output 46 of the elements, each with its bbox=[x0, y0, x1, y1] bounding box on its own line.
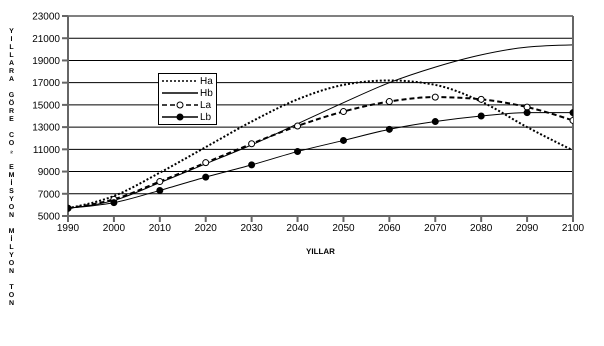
y-tick-label: 7000 bbox=[38, 189, 60, 200]
point bbox=[156, 186, 164, 194]
point bbox=[248, 140, 256, 148]
point bbox=[524, 104, 531, 111]
point bbox=[524, 109, 531, 116]
y-tick-label: 9000 bbox=[38, 167, 60, 178]
y-tick-label: 15000 bbox=[32, 100, 60, 112]
point bbox=[340, 136, 347, 144]
x-tick-label: 2030 bbox=[240, 223, 264, 234]
x-tick-label: 1990 bbox=[56, 223, 80, 234]
y-tick-label: 11000 bbox=[32, 144, 60, 156]
point bbox=[248, 161, 256, 168]
y-tick-label: 19000 bbox=[32, 56, 60, 67]
x-tick-label: 2010 bbox=[148, 223, 172, 234]
point bbox=[478, 96, 485, 103]
point bbox=[340, 108, 347, 116]
x-tick-label: 2040 bbox=[286, 223, 310, 234]
x-tick-label: 2060 bbox=[378, 223, 401, 234]
x-tick-label: 2050 bbox=[332, 223, 356, 234]
x-tick-label: 2070 bbox=[424, 223, 447, 234]
point bbox=[432, 94, 439, 101]
point bbox=[386, 126, 393, 133]
point bbox=[294, 122, 302, 130]
legend-label: Hb bbox=[200, 88, 213, 98]
y-tick-label: 21000 bbox=[32, 34, 60, 45]
point bbox=[110, 199, 118, 206]
x-tick-label: 2100 bbox=[562, 223, 585, 234]
y-tick-label: 23000 bbox=[32, 12, 60, 23]
point bbox=[294, 148, 302, 156]
point bbox=[156, 178, 164, 186]
legend-label: La bbox=[200, 100, 212, 110]
y-tick-label: 13000 bbox=[32, 122, 60, 134]
x-axis-title: YILLAR bbox=[306, 247, 336, 256]
x-tick-label: 2090 bbox=[516, 223, 539, 234]
legend-label: Ha bbox=[200, 76, 213, 86]
x-tick-label: 2080 bbox=[470, 223, 493, 234]
x-tick-label: 2000 bbox=[102, 223, 126, 234]
point bbox=[432, 118, 439, 126]
legend-label: Lb bbox=[200, 112, 212, 122]
point bbox=[386, 98, 393, 106]
point bbox=[202, 159, 210, 166]
point bbox=[202, 174, 210, 181]
point bbox=[478, 112, 485, 120]
y-tick-label: 5000 bbox=[38, 212, 60, 223]
x-tick-label: 2020 bbox=[194, 223, 218, 234]
y-tick-label: 17000 bbox=[32, 78, 60, 90]
